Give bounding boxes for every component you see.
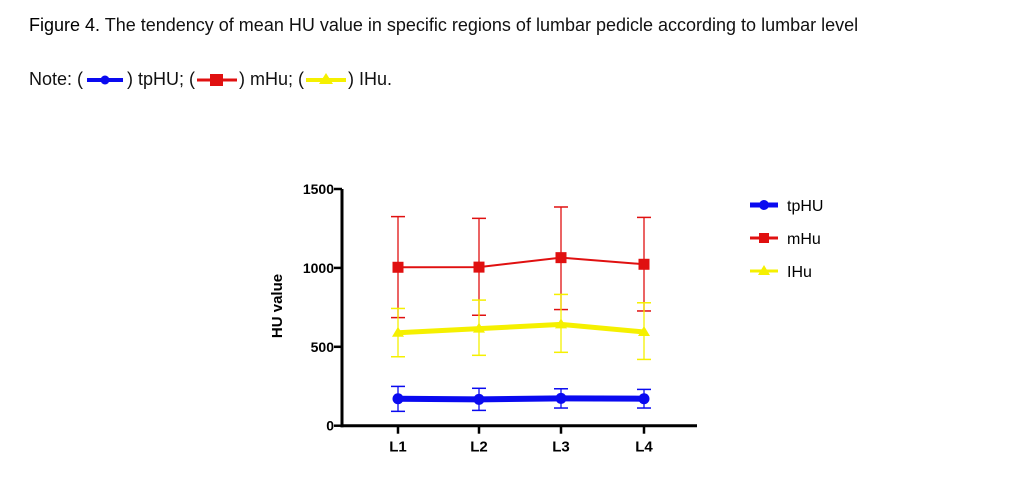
data-point-IHu [638,325,650,336]
data-point-IHu [473,322,485,333]
series-line-tpHU [397,395,645,403]
legend-marker-mHu [759,233,769,243]
data-point-IHu [555,318,567,329]
note-swatch-tphu [87,75,124,84]
note-prefix: Note: ( [29,69,84,89]
note-mhu: ) mHu; ( [239,69,305,89]
note-swatch-ihu [306,72,347,84]
data-point-tpHU [638,393,650,405]
y-tick-label: 500 [311,339,335,355]
y-tick-label: 1500 [303,181,334,197]
y-tick-label: 0 [326,418,334,434]
figure-caption: Figure 4. The tendency of mean HU value … [29,15,858,36]
data-point-tpHU [473,393,485,405]
y-axis-label: HU value [269,274,286,338]
y-tick-label: 1000 [303,260,334,276]
legend-marker-tpHU [759,200,769,210]
figure-note: Note: ( ) tpHU; ( ) mHu; ( ) IHu. [29,69,392,90]
data-point-mHu [638,258,650,270]
series-line-mHu [397,256,645,269]
data-point-mHu [555,252,567,264]
note-ihu: ) IHu. [348,69,393,89]
legend-marker-IHu [758,265,770,275]
data-point-mHu [473,261,485,273]
note-tphu: ) tpHU; ( [127,69,196,89]
x-tick-label: L4 [635,439,653,456]
data-point-tpHU [392,393,404,405]
x-tick-label: L2 [470,439,488,456]
data-point-IHu [392,326,404,337]
legend-label-tpHU: tpHU [787,198,823,215]
series-line-IHu [397,321,645,336]
x-tick-label: L3 [552,439,570,456]
data-point-mHu [392,261,404,273]
data-point-tpHU [555,392,567,404]
caption-text: The tendency of mean HU value in specifi… [100,15,859,35]
legend-label-mHu: mHu [787,231,821,248]
x-tick-label: L1 [389,439,407,456]
note-swatch-mhu [197,73,238,86]
figure-label: Figure 4. [29,15,101,35]
legend-label-IHu: IHu [787,264,812,281]
